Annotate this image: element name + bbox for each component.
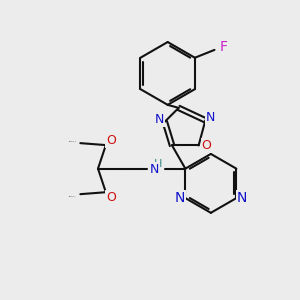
- Text: H: H: [154, 159, 162, 169]
- Text: N: N: [237, 191, 247, 205]
- Text: O: O: [106, 190, 116, 204]
- Text: N: N: [149, 163, 159, 176]
- Text: O: O: [202, 139, 212, 152]
- Text: F: F: [219, 40, 227, 54]
- Text: methoxy_u: methoxy_u: [68, 140, 76, 142]
- Text: N: N: [155, 113, 165, 126]
- Text: methoxy_l: methoxy_l: [69, 195, 76, 197]
- Text: O: O: [106, 134, 116, 147]
- Text: N: N: [206, 111, 215, 124]
- Text: N: N: [174, 191, 185, 205]
